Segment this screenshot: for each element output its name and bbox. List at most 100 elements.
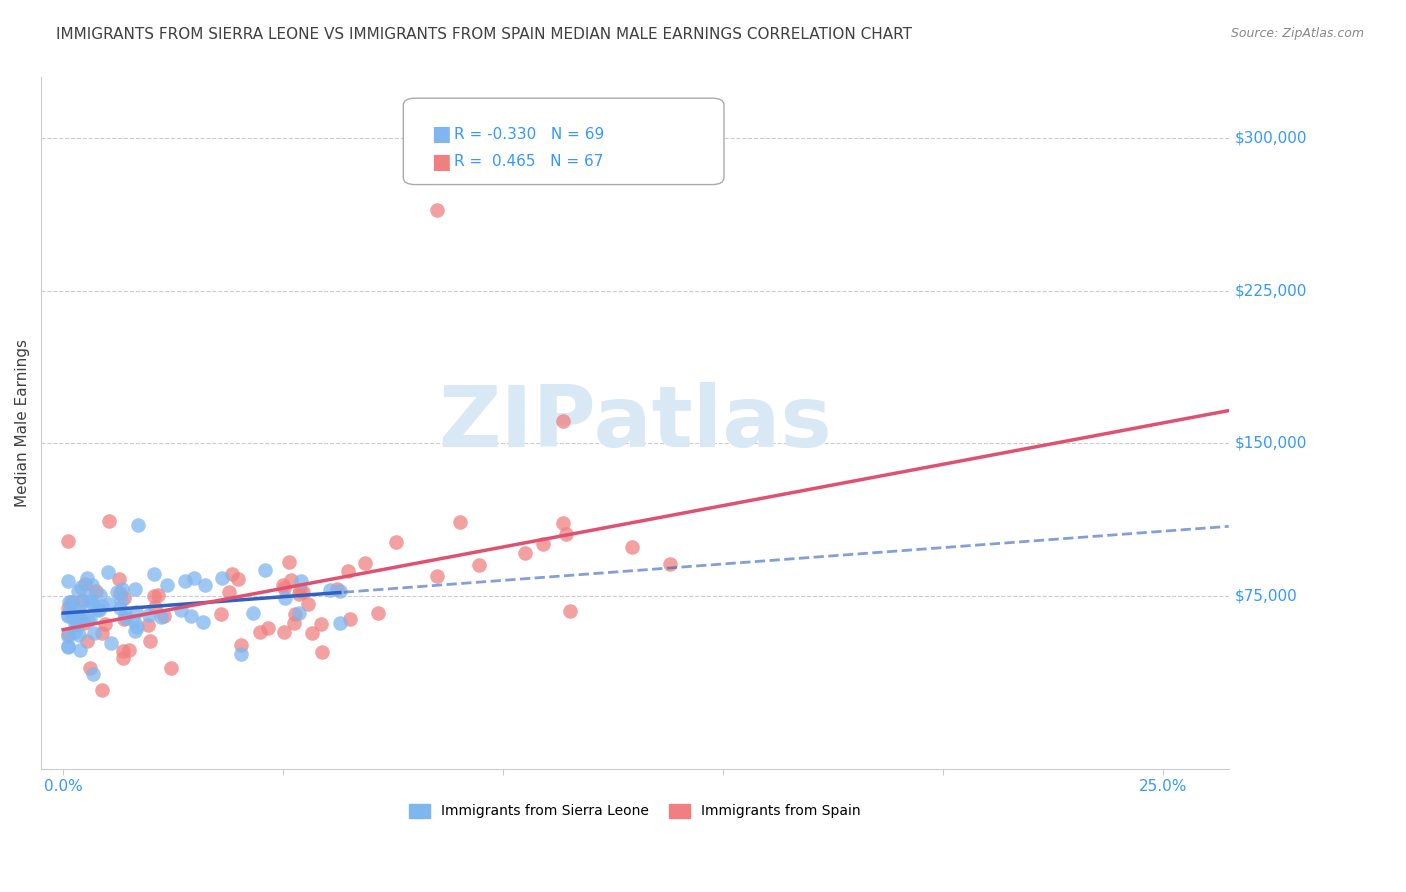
Point: [79, 661, 101, 675]
Point: [221, 567, 243, 582]
Point: [91, 599, 114, 614]
Point: [105, 585, 128, 599]
Point: [146, 588, 169, 602]
Point: [513, 546, 536, 560]
Point: [143, 566, 166, 581]
Point: [231, 638, 253, 652]
Point: [231, 647, 253, 661]
Point: [110, 600, 132, 615]
Point: [449, 515, 471, 529]
Point: [284, 607, 307, 621]
Point: [531, 536, 554, 550]
Point: [79, 594, 101, 608]
Point: [76, 634, 98, 648]
Point: [159, 661, 181, 675]
Point: [111, 651, 134, 665]
Point: [77, 613, 100, 627]
Point: [65, 607, 87, 622]
Point: [218, 584, 240, 599]
Point: [311, 645, 333, 659]
Point: [87, 602, 110, 616]
Point: [60, 595, 83, 609]
Point: [183, 571, 205, 585]
Point: [301, 626, 323, 640]
Text: IMMIGRANTS FROM SIERRA LEONE VS IMMIGRANTS FROM SPAIN MEDIAN MALE EARNINGS CORRE: IMMIGRANTS FROM SIERRA LEONE VS IMMIGRAN…: [56, 27, 912, 42]
Point: [63, 625, 86, 640]
Point: [136, 618, 159, 632]
Point: [127, 620, 149, 634]
Point: [97, 565, 120, 579]
Point: [58, 594, 80, 608]
Point: [274, 591, 297, 605]
Point: [319, 582, 342, 597]
Legend: Immigrants from Sierra Leone, Immigrants from Spain: Immigrants from Sierra Leone, Immigrants…: [404, 798, 866, 824]
Point: [290, 583, 312, 598]
Point: [111, 582, 134, 596]
Text: $150,000: $150,000: [1234, 436, 1308, 450]
Point: [257, 621, 280, 635]
Point: [288, 587, 311, 601]
Point: [180, 609, 202, 624]
Point: [211, 571, 233, 585]
Point: [111, 644, 134, 658]
Point: [326, 582, 349, 596]
Point: [58, 608, 80, 623]
Point: [108, 572, 131, 586]
Point: [112, 612, 135, 626]
Point: [143, 599, 166, 614]
Text: Source: ZipAtlas.com: Source: ZipAtlas.com: [1230, 27, 1364, 40]
Point: [56, 627, 79, 641]
Point: [89, 603, 111, 617]
Point: [143, 589, 166, 603]
Point: [60, 595, 83, 609]
Point: [56, 640, 79, 654]
Point: [80, 578, 103, 592]
Point: [339, 612, 361, 626]
Point: [283, 616, 305, 631]
Point: [170, 603, 193, 617]
Point: [560, 604, 582, 618]
Point: [124, 582, 146, 597]
Point: [84, 583, 107, 598]
Point: [90, 625, 112, 640]
Point: [553, 414, 575, 428]
Point: [249, 625, 271, 640]
Point: [65, 618, 87, 632]
Point: [278, 555, 301, 569]
Point: [67, 604, 90, 618]
Point: [118, 643, 141, 657]
Point: [90, 682, 112, 697]
Point: [468, 558, 491, 572]
Point: [553, 516, 575, 531]
Point: [191, 615, 214, 629]
Point: [156, 578, 179, 592]
Point: [77, 591, 100, 605]
Point: [56, 534, 79, 549]
Point: [555, 526, 578, 541]
Text: ■: ■: [430, 124, 450, 145]
Point: [124, 624, 146, 638]
Point: [273, 581, 295, 595]
Point: [56, 601, 79, 615]
Point: [76, 571, 98, 585]
Point: [83, 626, 105, 640]
Point: [82, 667, 104, 681]
Point: [354, 556, 377, 570]
Point: [89, 588, 111, 602]
Point: [114, 611, 136, 625]
Point: [59, 603, 82, 617]
Text: ZIPatlas: ZIPatlas: [439, 382, 832, 465]
Text: R =  0.465   N = 67: R = 0.465 N = 67: [454, 154, 603, 169]
Point: [72, 593, 94, 607]
Point: [329, 583, 352, 598]
Point: [73, 616, 96, 631]
Point: [114, 607, 136, 622]
Point: [125, 605, 148, 619]
Point: [273, 625, 295, 640]
Point: [287, 607, 309, 621]
Point: [149, 610, 172, 624]
Point: [193, 578, 215, 592]
Point: [80, 596, 103, 610]
Point: [280, 573, 302, 587]
Point: [426, 569, 449, 583]
